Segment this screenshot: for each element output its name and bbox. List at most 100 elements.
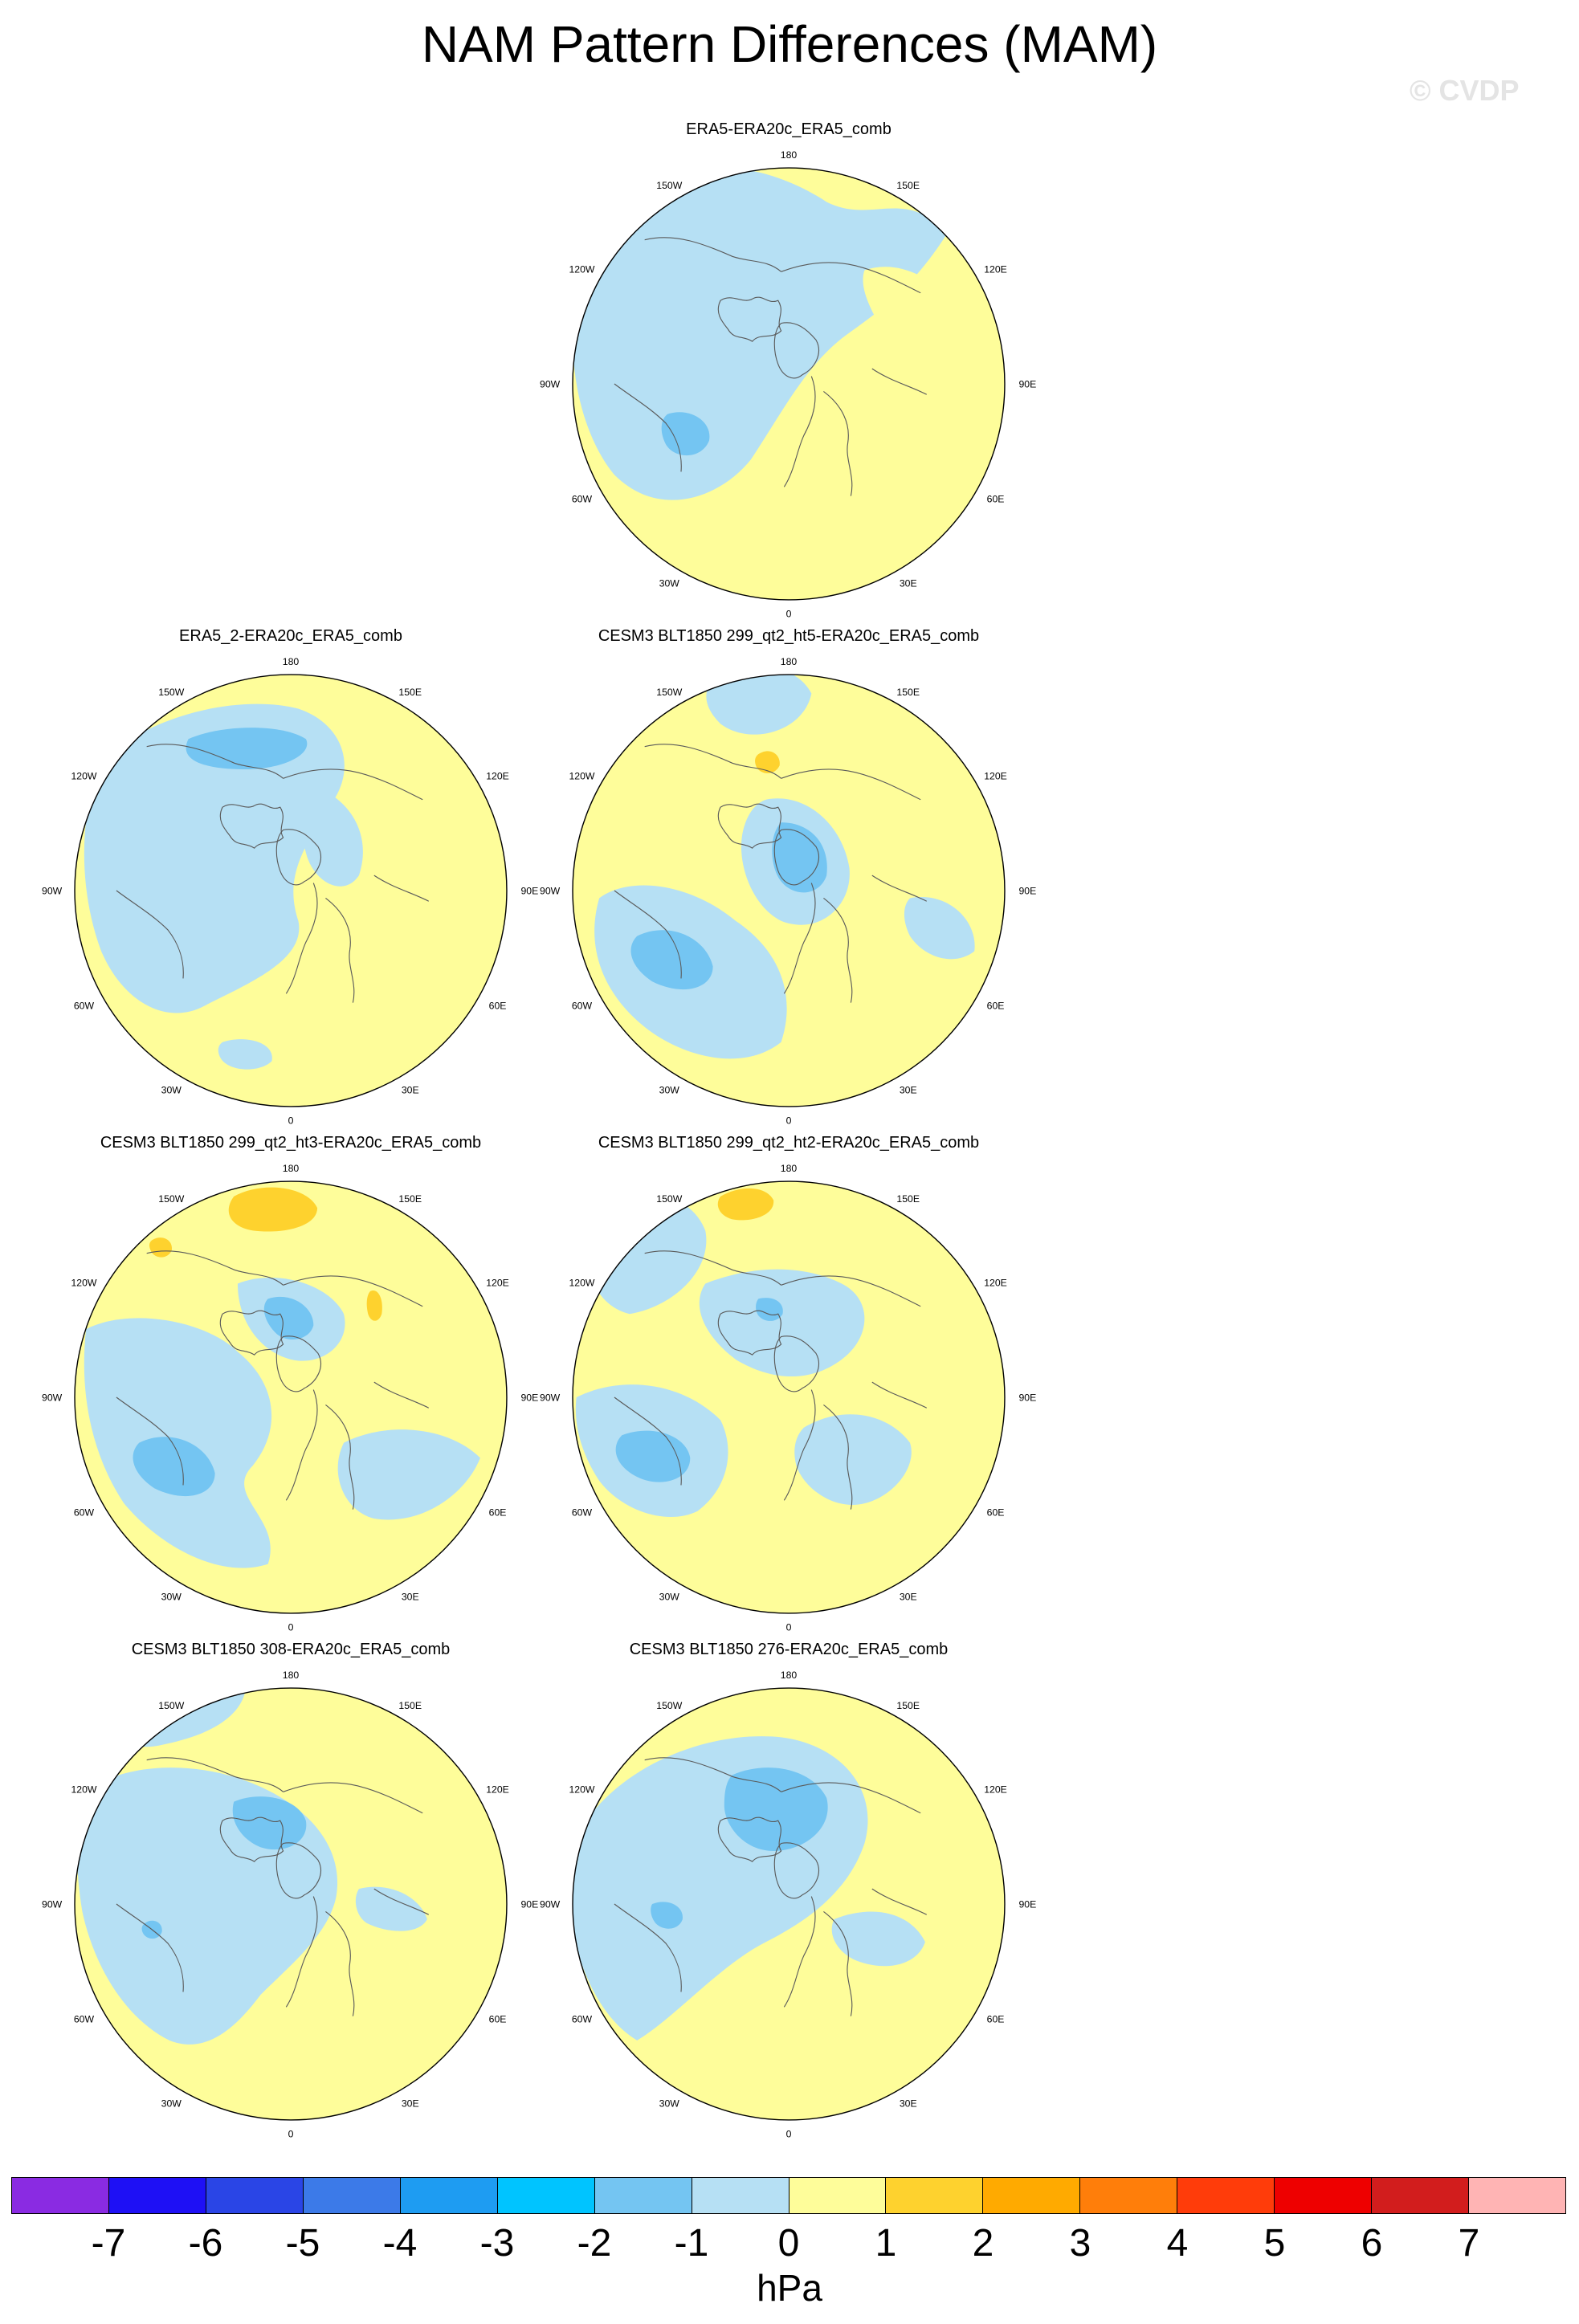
coastline (871, 1888, 928, 1915)
longitude-label: 180 (781, 1163, 798, 1174)
colorbar-cell (496, 2178, 594, 2213)
longitude-label: 90W (42, 886, 63, 897)
longitude-label: 30E (900, 1084, 917, 1095)
longitude-label: 180 (781, 1670, 798, 1681)
longitude-label: 150W (656, 180, 682, 191)
panel-title: CESM3 BLT1850 299_qt2_ht5-ERA20c_ERA5_co… (598, 627, 980, 645)
colorbar-tick-label: 2 (972, 2222, 994, 2265)
negative-anomaly-region (661, 412, 710, 456)
colorbar-tick-label: 0 (777, 2222, 800, 2265)
negative-anomaly-region (724, 1767, 828, 1851)
coastline (275, 829, 321, 886)
longitude-label: 180 (283, 1670, 300, 1681)
map-boundary (572, 1180, 1006, 1614)
coastline (717, 1310, 782, 1356)
longitude-label: 150E (896, 687, 920, 698)
longitude-label: 120W (569, 771, 594, 782)
longitude-label: 150E (896, 180, 920, 191)
longitude-label: 150E (398, 1193, 422, 1205)
longitude-label: 120W (569, 264, 594, 275)
longitude-label: 30E (900, 2098, 917, 2109)
coastline (614, 383, 682, 472)
negative-anomaly-region (630, 930, 713, 990)
panel-title: CESM3 BLT1850 299_qt2_ht2-ERA20c_ERA5_co… (598, 1134, 980, 1152)
coastline (871, 368, 928, 395)
coastline (146, 1250, 284, 1286)
polar-map: 180 150E 120E 90E 60E 30E 0 30W 60W 90W 120W 150W (540, 1163, 1036, 1633)
longitude-label: 60W (572, 494, 593, 505)
longitude-label: 30W (659, 1084, 680, 1095)
longitude-label: 120E (984, 1784, 1007, 1796)
coastline (717, 803, 782, 849)
longitude-label: 30W (161, 1591, 182, 1602)
longitude-label: 150W (656, 687, 682, 698)
coastline (781, 1782, 921, 1814)
longitude-label: 0 (288, 1115, 294, 1127)
coastline (614, 1396, 682, 1486)
longitude-label: 120W (569, 1784, 594, 1796)
positive-anomaly-region (149, 1237, 173, 1258)
longitude-label: 60E (987, 1507, 1005, 1519)
longitude-label: 60E (987, 1001, 1005, 1012)
map-panel-5: CESM3 BLT1850 299_qt2_ht2-ERA20c_ERA5_co… (540, 1134, 1038, 1640)
watermark: © CVDP (1410, 74, 1520, 107)
coastline (781, 262, 921, 294)
map-boundary (572, 674, 1006, 1107)
coastline (146, 1757, 284, 1792)
longitude-label: 60W (572, 1507, 593, 1519)
coastline (373, 875, 430, 902)
colorbar-tick-label: -6 (188, 2222, 223, 2265)
longitude-label: 120W (71, 1784, 96, 1796)
coastline (783, 1389, 816, 1501)
longitude-label: 120E (984, 1278, 1007, 1289)
coastline (644, 1250, 781, 1286)
longitude-label: 180 (781, 656, 798, 667)
longitude-label: 150E (398, 1700, 422, 1711)
coastline (781, 1275, 921, 1307)
longitude-label: 30W (161, 1084, 182, 1095)
colorbar-cell (691, 2178, 789, 2213)
colorbar-tick-label: 4 (1166, 2222, 1189, 2265)
coastline (783, 376, 816, 487)
colorbar-tick-label: -7 (91, 2222, 126, 2265)
map-panel-3: CESM3 BLT1850 299_qt2_ht5-ERA20c_ERA5_co… (540, 627, 1038, 1133)
coastline (325, 897, 355, 1003)
negative-anomaly-region (186, 728, 308, 769)
coastline (823, 897, 853, 1003)
longitude-label: 60W (74, 2014, 95, 2025)
colorbar-cell (12, 2178, 108, 2213)
longitude-label: 60W (572, 1001, 593, 1012)
panel-title: CESM3 BLT1850 299_qt2_ht3-ERA20c_ERA5_co… (100, 1134, 482, 1152)
negative-anomaly-region (232, 1796, 307, 1850)
longitude-label: 60E (987, 2014, 1005, 2025)
longitude-label: 60E (987, 494, 1005, 505)
longitude-label: 90E (1018, 379, 1036, 390)
coastline (773, 1335, 819, 1392)
colorbar-labels: -7 -6 -5 -4 -3 -2 -1 0 1 2 3 4 5 6 7 (0, 2221, 1579, 2269)
longitude-label: 0 (786, 1115, 792, 1127)
colorbar-cell (982, 2178, 1080, 2213)
longitude-label: 0 (288, 1622, 294, 1633)
positive-anomaly-region (719, 472, 830, 566)
colorbar-cell (399, 2178, 497, 2213)
negative-anomaly-region (337, 1429, 480, 1520)
colorbar-tick-label: -2 (577, 2222, 612, 2265)
longitude-label: 60W (572, 2014, 593, 2025)
coastline (283, 1782, 423, 1814)
coastline (717, 1816, 782, 1862)
longitude-label: 150W (158, 1193, 184, 1205)
map-boundary (572, 167, 1006, 601)
colorbar-tick-label: 7 (1458, 2222, 1480, 2265)
longitude-label: 30E (900, 1591, 917, 1602)
longitude-label: 180 (283, 656, 300, 667)
coastline (871, 875, 928, 902)
map-panel-6: CESM3 BLT1850 308-ERA20c_ERA5_comb 180 150… (42, 1641, 540, 2147)
longitude-label: 30E (900, 577, 917, 589)
longitude-label: 150E (896, 1193, 920, 1205)
map-boundary (74, 1687, 508, 2121)
longitude-label: 30W (659, 2098, 680, 2109)
longitude-label: 120E (486, 771, 509, 782)
coastline (823, 1404, 853, 1510)
colorbar-cell (1468, 2178, 1565, 2213)
coastline (783, 1896, 816, 2008)
